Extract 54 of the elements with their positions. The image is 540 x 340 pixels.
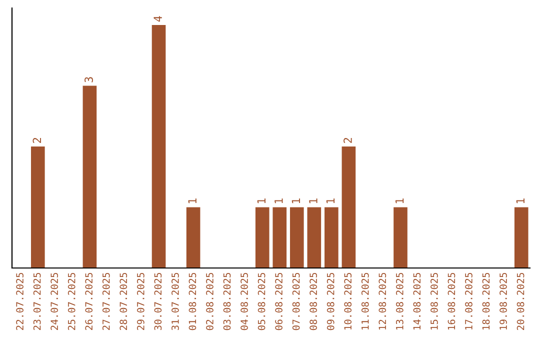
x-tick-label: 01.08.2025: [188, 272, 196, 330]
bar: [152, 25, 166, 268]
bar: [186, 207, 200, 268]
x-tick-label: 24.07.2025: [50, 272, 58, 330]
bar: [307, 207, 322, 268]
x-tick-label: 08.08.2025: [310, 272, 318, 330]
x-tick-label: 04.08.2025: [240, 272, 248, 330]
x-tick-label: 06.08.2025: [275, 272, 282, 330]
data-label: 1: [395, 198, 404, 204]
bar: [290, 207, 304, 268]
x-tick-label: 12.08.2025: [378, 272, 386, 330]
data-label: 1: [274, 198, 283, 204]
data-label: 1: [257, 198, 266, 204]
data-label: 1: [309, 198, 318, 204]
data-label: 3: [84, 77, 93, 82]
x-tick-label: 19.08.2025: [500, 272, 507, 330]
data-label: 1: [188, 198, 196, 204]
bar: [342, 146, 356, 268]
x-tick-label: 09.08.2025: [326, 272, 334, 330]
bar: [30, 146, 45, 268]
bar: [514, 207, 528, 268]
x-tick-label: 18.08.2025: [482, 272, 490, 330]
data-label: 2: [32, 138, 41, 143]
x-tick-label: 11.08.2025: [361, 272, 369, 330]
data-label: 1: [326, 198, 335, 204]
x-tick-label: 03.08.2025: [223, 272, 231, 330]
x-tick-label: 25.07.2025: [68, 272, 76, 330]
x-tick-label: 16.08.2025: [448, 272, 456, 330]
x-tick-label: 14.08.2025: [413, 272, 421, 330]
x-tick-label: 07.08.2025: [292, 272, 300, 330]
data-label: 4: [154, 16, 162, 22]
x-tick-label: 20.08.2025: [516, 272, 524, 330]
x-tick-label: 05.08.2025: [258, 272, 266, 330]
bar: [324, 207, 338, 268]
x-tick-label: 28.07.2025: [120, 272, 128, 330]
x-tick-label: 26.07.2025: [85, 272, 93, 330]
x-tick-label: 02.08.2025: [206, 272, 214, 330]
x-tick-label: 13.08.2025: [396, 272, 404, 330]
bar: [394, 207, 408, 268]
x-tick-label: 29.07.2025: [136, 272, 144, 330]
x-tick-label: 30.07.2025: [154, 272, 162, 330]
x-tick-label: 31.07.2025: [172, 272, 179, 330]
x-tick-label: 17.08.2025: [465, 272, 472, 330]
x-tick-label: 10.08.2025: [344, 272, 352, 330]
bar: [272, 207, 287, 268]
x-tick-label: 23.07.2025: [33, 272, 41, 330]
x-tick-label: 22.07.2025: [16, 272, 24, 330]
bar: [82, 86, 97, 268]
x-tick-label: 15.08.2025: [430, 272, 438, 330]
data-label: 1: [516, 198, 524, 204]
data-label: 1: [292, 198, 300, 204]
x-tick-label: 27.07.2025: [102, 272, 110, 330]
bar: [255, 207, 270, 268]
data-label: 2: [344, 138, 352, 143]
